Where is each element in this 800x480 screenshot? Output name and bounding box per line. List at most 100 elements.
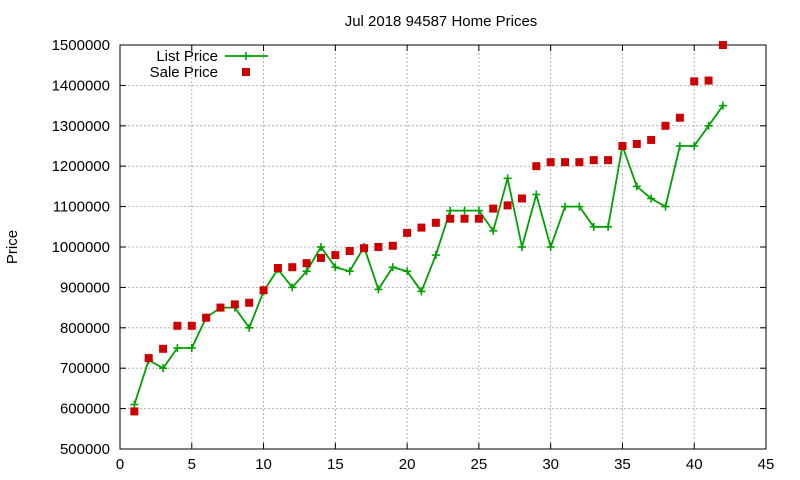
list-price-point — [661, 202, 670, 211]
legend: List Price Sale Price — [150, 48, 268, 81]
legend-label-sale-price: Sale Price — [150, 64, 218, 81]
x-tick-label: 45 — [758, 456, 775, 473]
list-price-point — [532, 190, 541, 199]
x-tick-label: 10 — [255, 456, 272, 473]
legend-symbol-list-price — [225, 52, 268, 60]
list-price-line — [133, 105, 724, 405]
sale-price-point — [546, 158, 555, 167]
sale-price-point — [704, 76, 713, 85]
list-price-point — [388, 263, 397, 272]
sale-price-point — [273, 264, 282, 273]
series-sale-price — [130, 41, 727, 416]
list-price-point — [302, 267, 311, 276]
sale-price-point — [302, 259, 311, 268]
legend-symbol-sale-price — [242, 68, 250, 76]
x-tick-label: 30 — [542, 456, 559, 473]
list-price-point — [288, 283, 297, 292]
x-tick-label: 0 — [116, 456, 124, 473]
x-tick-label: 25 — [471, 456, 488, 473]
sale-price-point — [474, 214, 483, 223]
list-price-point — [632, 182, 641, 191]
x-tick-label: 35 — [614, 456, 631, 473]
list-price-point — [503, 174, 512, 183]
list-price-point — [489, 226, 498, 235]
y-tick-label: 1500000 — [52, 37, 110, 54]
sale-price-point — [245, 298, 254, 307]
list-price-point — [517, 243, 526, 251]
list-price-point — [575, 202, 584, 211]
x-tick-label: 5 — [188, 456, 196, 473]
list-price-point — [589, 222, 598, 231]
x-tick-label: 20 — [399, 456, 416, 473]
list-price-point — [718, 101, 727, 110]
list-price-point — [704, 121, 713, 130]
y-tick-label: 800000 — [60, 320, 110, 337]
sale-price-point — [159, 344, 168, 353]
sale-price-point — [130, 407, 139, 416]
sale-price-point — [460, 214, 469, 223]
sale-price-point — [187, 321, 196, 330]
list-price-point — [446, 206, 455, 215]
legend-square-sale-price — [242, 68, 250, 76]
list-price-point — [647, 194, 656, 203]
list-price-point — [316, 243, 325, 251]
sale-price-point — [331, 251, 340, 260]
sale-price-point — [288, 263, 297, 272]
y-tick-label: 1300000 — [52, 118, 110, 135]
list-price-point — [403, 267, 412, 276]
sale-price-point — [690, 77, 699, 86]
sale-price-point — [489, 204, 498, 213]
y-tick-label: 1000000 — [52, 239, 110, 256]
legend-label-list-price: List Price — [156, 48, 218, 65]
sale-price-point — [374, 243, 383, 251]
sale-price-point — [230, 300, 239, 309]
sale-price-point — [632, 139, 641, 148]
sale-price-point — [604, 156, 613, 165]
sale-price-point — [618, 142, 627, 150]
sale-price-point — [417, 223, 426, 232]
list-price-point — [561, 202, 570, 211]
legend-plus-list-price — [242, 52, 250, 60]
list-price-point — [130, 400, 139, 409]
list-price-point — [690, 142, 699, 150]
list-price-point — [245, 323, 254, 332]
series-layer — [130, 41, 727, 416]
sale-price-point — [718, 41, 727, 49]
list-price-point — [173, 344, 182, 352]
sale-price-point — [173, 321, 182, 330]
sale-price-point — [561, 158, 570, 167]
list-price-point — [460, 206, 469, 215]
list-price-point — [417, 287, 426, 296]
x-tick-label: 15 — [327, 456, 344, 473]
list-price-point — [374, 285, 383, 294]
y-tick-label: 700000 — [60, 360, 110, 377]
y-axis-label: Price — [4, 230, 21, 264]
sale-price-point — [345, 247, 354, 256]
y-tick-label: 1200000 — [52, 158, 110, 175]
list-price-point — [474, 206, 483, 215]
sale-price-point — [431, 218, 440, 227]
list-price-point — [675, 142, 684, 150]
sale-price-point — [360, 244, 369, 253]
y-tick-label: 500000 — [60, 441, 110, 458]
sale-price-point — [446, 214, 455, 223]
y-tick-label: 600000 — [60, 401, 110, 418]
axis-ticks — [119, 44, 767, 450]
sale-price-point — [388, 241, 397, 250]
y-tick-label: 1100000 — [53, 199, 110, 216]
sale-price-point — [503, 201, 512, 210]
sale-price-point — [532, 162, 541, 171]
list-price-point — [546, 243, 555, 251]
sale-price-point — [202, 313, 211, 322]
sale-price-point — [316, 253, 325, 262]
sale-price-point — [589, 156, 598, 165]
list-price-point — [431, 251, 440, 260]
list-price-point — [159, 364, 168, 373]
x-tick-labels: 0 5 10 15 20 25 30 35 40 45 — [116, 456, 775, 473]
y-tick-labels: 500000 600000 700000 800000 900000 1000000 110… — [52, 37, 110, 458]
sale-price-point — [403, 228, 412, 237]
chart-title: Jul 2018 94587 Home Prices — [345, 13, 538, 30]
list-price-point — [187, 344, 196, 352]
sale-price-point — [517, 194, 526, 203]
